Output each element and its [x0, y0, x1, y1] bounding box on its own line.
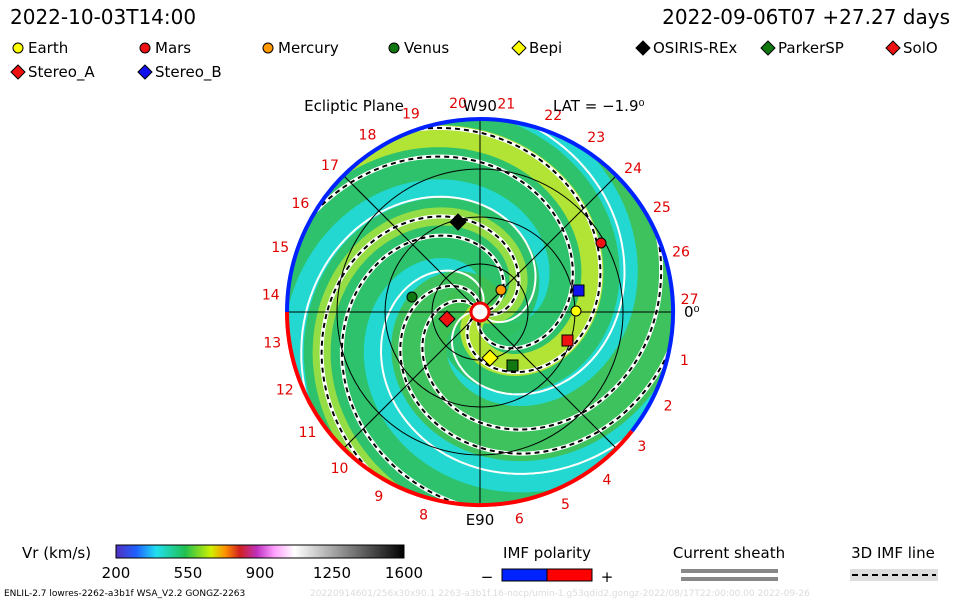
carrington-label: 4 [603, 472, 612, 488]
colorbar-tick: 1250 [313, 564, 351, 582]
carrington-label: 15 [271, 240, 289, 256]
legend-marker [139, 42, 151, 54]
carrington-label: 20 [449, 96, 467, 112]
footer-left: ENLIL-2.7 lowres-2262-a3b1f WSA_V2.2 GON… [4, 589, 245, 599]
time: 2022-10-03T14:00 [10, 5, 196, 29]
sheath-line [681, 577, 778, 581]
right-label: 0⁰ [684, 303, 700, 321]
carrington-label: 22 [544, 108, 562, 124]
imf-line [287, 126, 602, 505]
sheath [379, 119, 673, 475]
carrington-label: 26 [672, 244, 690, 260]
speed-band [303, 156, 673, 505]
legend-label: Mars [155, 39, 191, 57]
carrington-label: 14 [262, 287, 280, 303]
carrington-label: 10 [331, 461, 349, 477]
imf-title: 3D IMF line [851, 544, 935, 562]
legend-label: Mercury [278, 39, 339, 57]
polarity-pos [546, 568, 593, 582]
carrington-label: 11 [299, 425, 317, 441]
legend-marker [885, 40, 901, 56]
carrington-label: 24 [624, 161, 642, 177]
carrington-label: 27 [681, 292, 699, 308]
imf-line [306, 119, 673, 455]
carrington-label: 3 [637, 439, 646, 455]
legend-marker [635, 40, 651, 56]
bodies [406, 213, 607, 372]
legend: Earth Mars Mercury Venus Bepi OSIRIS-REx Parke… [10, 39, 938, 82]
bottom-label: E90 [466, 511, 495, 529]
polarity-minus: − [481, 568, 494, 586]
imf-line [320, 215, 673, 505]
legend-marker [137, 64, 153, 80]
legend-marker [262, 42, 274, 54]
imf-line [340, 119, 673, 505]
carrington-label: 17 [321, 158, 339, 174]
carrington-label: 12 [276, 382, 294, 398]
carrington-label: 2 [664, 398, 673, 414]
carrington-label: 5 [561, 497, 570, 513]
red-polarity-arc [285, 311, 634, 508]
carrington-label: 18 [359, 128, 377, 144]
top-label: W90 [463, 97, 497, 115]
carrington-label: 25 [653, 200, 671, 216]
carrington-label: 23 [587, 130, 605, 146]
run: 2022-09-06T07 +27.27 days [662, 5, 950, 29]
colorbar-tick: 550 [174, 564, 203, 582]
lat: LAT = −1.9⁰ [553, 97, 645, 115]
colorbar-title: Vr (km/s) [22, 544, 91, 562]
legend-label: SolO [903, 39, 938, 57]
blue-polarity-arc [285, 117, 675, 433]
footer-right: 20220914601/256x30x90.1 2263-a3b1f.16-no… [310, 589, 810, 599]
legend-label: Stereo_A [28, 63, 95, 82]
carrington-label: 21 [497, 97, 515, 113]
legend-label: Earth [28, 39, 68, 57]
polarity-plus: + [601, 568, 614, 586]
colorbar-tick: 900 [246, 564, 275, 582]
legend-marker [388, 42, 400, 54]
legend-label: ParkerSP [778, 39, 844, 57]
sheath [300, 195, 673, 505]
legend-label: Venus [404, 39, 449, 57]
legend-marker [511, 40, 527, 56]
legend-marker [760, 40, 776, 56]
sheath-title: Current sheath [673, 544, 785, 562]
legend-label: Stereo_B [155, 63, 222, 82]
plot-title: Ecliptic Plane [304, 97, 404, 115]
polarity-title: IMF polarity [503, 544, 591, 562]
carrington-label: 16 [291, 196, 309, 212]
sheath-line [681, 569, 778, 573]
colorbar-tick: 1600 [385, 564, 423, 582]
carrington-label: 13 [263, 336, 281, 352]
colorbar [115, 544, 405, 559]
sun [469, 301, 491, 323]
legend-label: OSIRIS-REx [653, 39, 737, 57]
carrington-label: 19 [402, 107, 420, 123]
legend-marker [10, 64, 26, 80]
legend-marker [12, 42, 24, 54]
carrington-label: 1 [680, 353, 689, 369]
legend-label: Bepi [529, 39, 562, 57]
carrington-label: 6 [515, 511, 524, 527]
sheath [287, 119, 626, 469]
imf-line [287, 119, 663, 431]
polarity-neg [501, 568, 548, 582]
carrington-label: 8 [419, 507, 428, 523]
carrington-label: 9 [374, 489, 383, 505]
colorbar-tick: 200 [102, 564, 131, 582]
